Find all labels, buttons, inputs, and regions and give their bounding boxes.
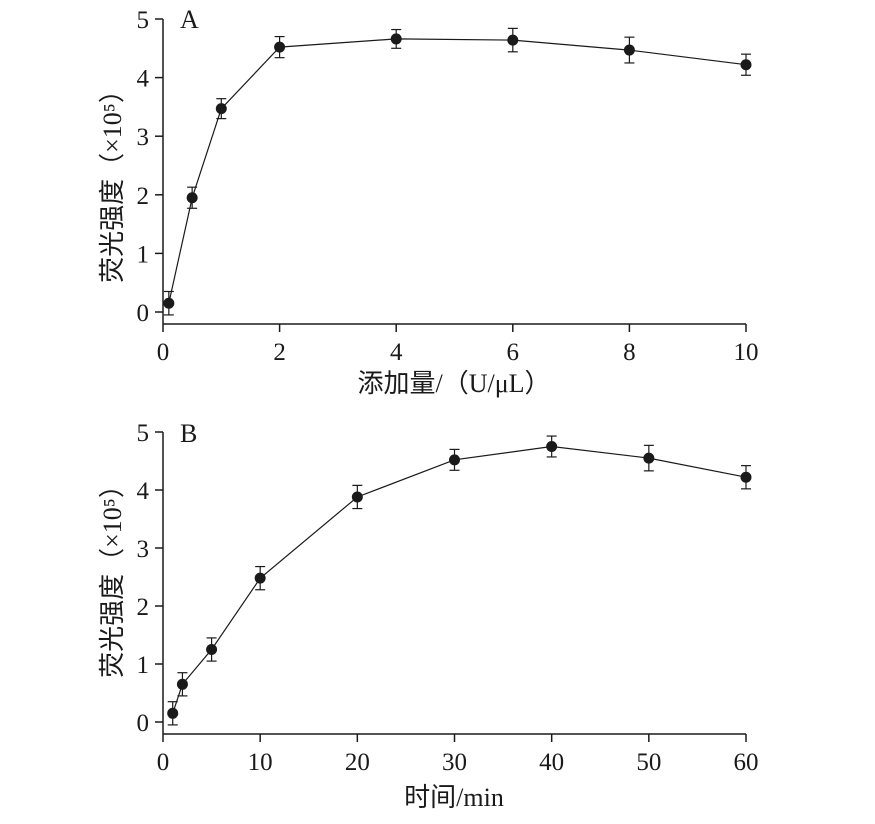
x-axis-title-a: 添加量/（U/μL）: [357, 369, 550, 398]
data-point: [623, 44, 635, 56]
y-axis-title-a: 荧光强度（×10⁵）: [98, 77, 127, 283]
data-point: [186, 192, 198, 204]
y-axis-title-b: 荧光强度（×10⁵）: [98, 472, 127, 678]
series-line: [168, 38, 747, 304]
y-tick-label: 1: [137, 652, 150, 679]
y-tick-label: 4: [137, 66, 150, 93]
x-tick-label: 4: [390, 339, 403, 366]
data-point: [176, 678, 188, 690]
data-point: [167, 707, 179, 719]
y-tick-label: 3: [137, 124, 150, 151]
y-tick-label: 5: [137, 420, 150, 447]
x-tick-label: 8: [623, 339, 636, 366]
data-point: [274, 41, 286, 53]
x-tick-label: 0: [157, 339, 170, 366]
data-point: [215, 103, 227, 115]
data-point: [546, 441, 558, 452]
y-tick-label: 5: [137, 7, 150, 34]
data-point: [254, 572, 266, 584]
data-point: [740, 471, 752, 483]
y-tick-label: 2: [137, 594, 150, 621]
x-tick-label: 40: [539, 749, 564, 776]
data-point: [507, 34, 519, 46]
y-tick-label: 1: [137, 241, 150, 268]
data-point: [643, 452, 655, 464]
x-tick-label: 60: [734, 749, 759, 776]
data-point: [449, 454, 460, 466]
x-tick-label: 2: [273, 339, 286, 366]
data-point: [163, 297, 175, 309]
x-tick-label: 30: [442, 749, 467, 776]
data-point: [390, 33, 402, 45]
y-tick-label: 2: [137, 183, 150, 210]
panel-label-b: B: [180, 419, 197, 448]
chart-panel-a: A 添加量/（U/μL） 荧光强度（×10⁵） 0 1 2 3 4 5 0 2 4 6 8 10: [98, 5, 759, 398]
data-point: [351, 491, 363, 503]
x-tick-label: 50: [636, 749, 661, 776]
y-tick-label: 0: [137, 300, 150, 327]
x-tick-label: 6: [507, 339, 520, 366]
data-point: [740, 59, 752, 71]
x-tick-label: 10: [248, 749, 273, 776]
y-tick-label: 3: [137, 536, 150, 563]
x-tick-label: 0: [157, 749, 170, 776]
x-axis-title-b: 时间/min: [404, 783, 504, 812]
y-tick-label: 0: [137, 710, 150, 737]
x-tick-label: 20: [345, 749, 370, 776]
x-tick-label: 10: [734, 339, 759, 366]
data-point: [206, 644, 218, 655]
panel-label-a: A: [180, 5, 199, 34]
y-tick-label: 4: [137, 478, 150, 505]
